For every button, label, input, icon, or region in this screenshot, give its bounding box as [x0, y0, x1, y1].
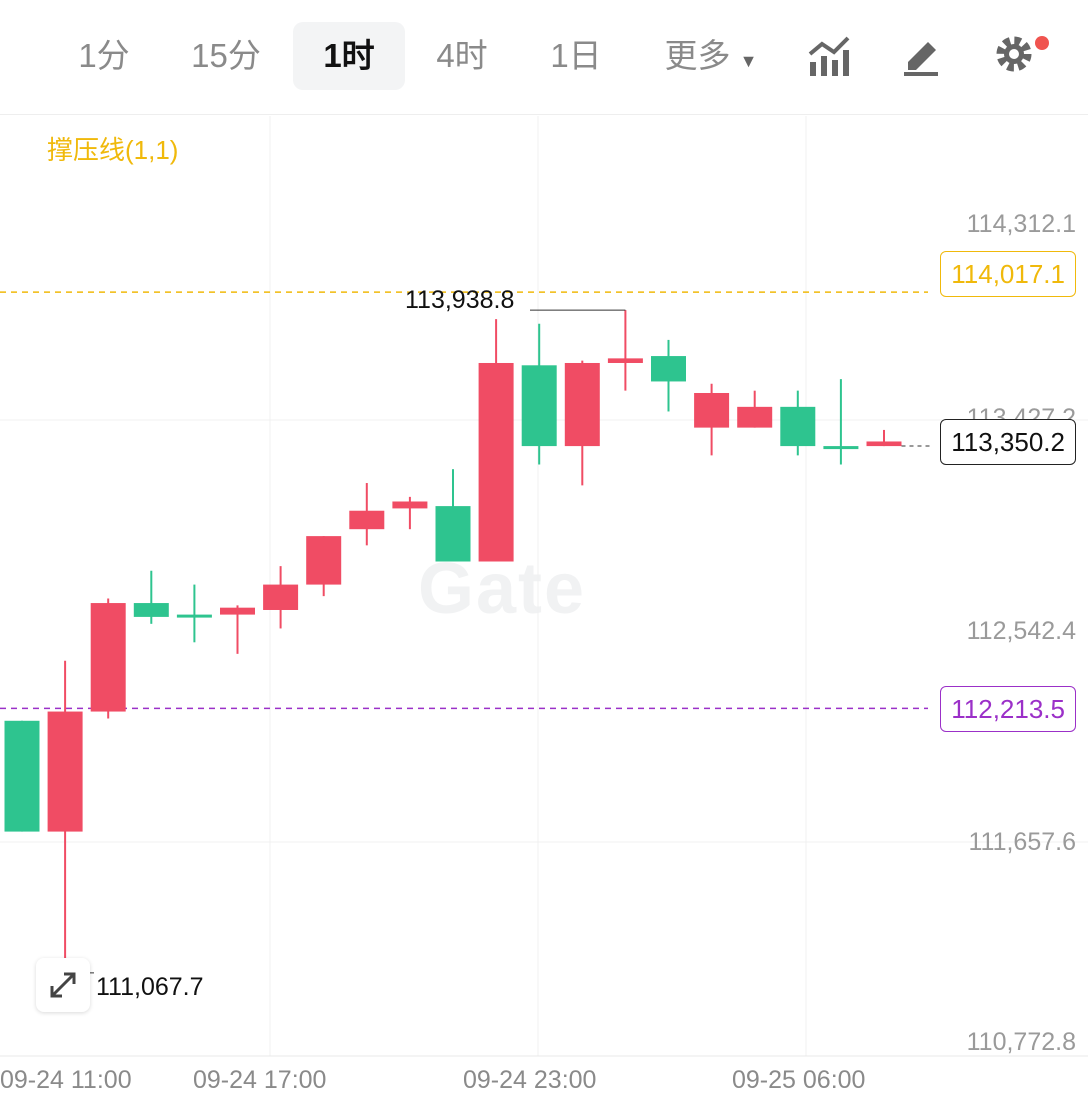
indicator-label: 撑压线(1,1)	[47, 135, 179, 165]
tab-1m[interactable]: 1分	[78, 37, 130, 74]
current-price-tag: 113,350.2	[940, 419, 1076, 465]
candle-body-down	[564, 362, 600, 447]
candle-body-down	[478, 362, 514, 562]
draw-icon[interactable]	[900, 34, 942, 76]
notification-dot	[1035, 36, 1049, 50]
tab-15m[interactable]: 15分	[191, 37, 261, 74]
more-dropdown[interactable]: 更多 ▼	[652, 22, 770, 90]
candle-body-down	[47, 711, 83, 832]
y-tick-label: 111,657.6	[968, 828, 1076, 856]
indicator-icon[interactable]	[806, 34, 850, 78]
candle-body-down	[866, 441, 902, 447]
settings-icon[interactable]	[994, 34, 1034, 74]
y-tick-label: 110,772.8	[966, 1028, 1076, 1056]
candle-body-up	[651, 356, 686, 382]
x-tick-label: 09-25 06:00	[732, 1066, 866, 1094]
candle-body-up	[780, 406, 816, 447]
tab-4h[interactable]: 4时	[436, 37, 488, 74]
x-tick-label: 09-24 23:00	[463, 1066, 597, 1094]
candle-body-up	[823, 446, 859, 450]
candle-body-up	[133, 603, 169, 617]
candle-body-up	[521, 365, 557, 447]
candle-body-down	[349, 510, 385, 530]
candle-body-up	[435, 506, 471, 562]
candle-body-down	[306, 536, 342, 585]
tab-1h[interactable]: 1时	[293, 22, 405, 90]
candle-body-down	[607, 358, 643, 363]
expand-icon	[50, 972, 76, 998]
candle-body-down	[392, 501, 428, 509]
chevron-down-icon: ▼	[739, 51, 758, 71]
low-marker-label: 111,067.7	[96, 973, 204, 1001]
candle-body-down	[694, 392, 730, 428]
tab-1d[interactable]: 1日	[550, 37, 602, 74]
candle-body-up	[176, 614, 212, 618]
more-label: 更多	[664, 37, 731, 74]
candle-body-down	[90, 603, 126, 712]
candle-body-down	[737, 406, 773, 428]
timeframe-toolbar: 1分 15分 1时 4时 1日 更多 ▼	[0, 0, 1088, 115]
candle-body-down	[263, 584, 299, 610]
y-tick-label: 114,312.1	[966, 210, 1076, 238]
x-tick-label: 09-24 17:00	[193, 1066, 327, 1094]
resistance-price-tag: 114,017.1	[940, 251, 1076, 297]
x-tick-label: 09-24 11:00	[0, 1066, 132, 1094]
candle-body-up	[4, 720, 40, 832]
watermark-logo: Gate	[418, 549, 587, 629]
high-marker-label: 113,938.8	[405, 286, 515, 314]
expand-button[interactable]	[36, 958, 90, 1012]
support-price-tag: 112,213.5	[940, 686, 1076, 732]
candle-body-down	[220, 607, 255, 615]
y-tick-label: 112,542.4	[966, 617, 1076, 645]
